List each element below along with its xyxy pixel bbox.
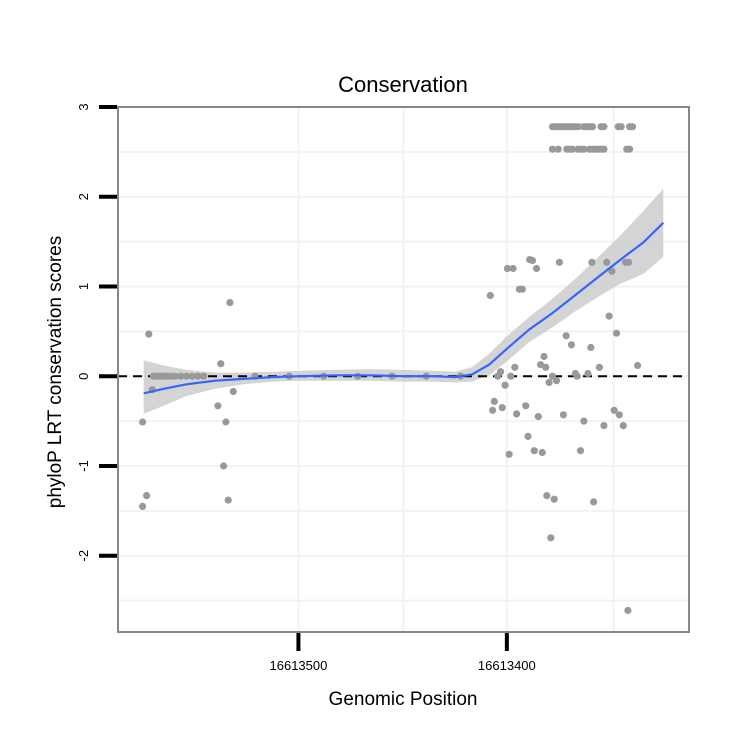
data-point (528, 256, 537, 265)
data-point (545, 378, 553, 387)
data-point (600, 422, 608, 430)
data-point (222, 418, 230, 426)
data-point (588, 123, 597, 131)
data-point (628, 123, 637, 131)
data-point (550, 495, 558, 503)
data-point (580, 145, 588, 153)
data-point (588, 258, 596, 266)
data-point (503, 264, 511, 273)
data-point (532, 264, 541, 273)
data-point (194, 372, 202, 380)
data-point (603, 258, 611, 266)
data-point (624, 258, 633, 266)
data-point (226, 299, 234, 307)
data-point (554, 145, 562, 153)
y-tick-label: -2 (76, 550, 91, 562)
data-point (498, 404, 506, 412)
data-point (562, 332, 570, 340)
data-point (615, 411, 623, 419)
data-point (600, 145, 608, 153)
data-point (584, 369, 592, 378)
y-tick-label: 2 (76, 193, 91, 200)
data-point (220, 462, 228, 470)
data-point (559, 411, 568, 419)
data-point (580, 417, 588, 425)
data-point (574, 123, 582, 131)
data-point (590, 498, 598, 506)
x-tick-label: 16613500 (270, 658, 328, 673)
data-point (217, 360, 225, 368)
data-point (182, 372, 191, 380)
panel-border (117, 106, 690, 633)
y-tick-label: 0 (76, 373, 91, 380)
x-axis-label: Genomic Position (329, 689, 478, 710)
data-point (534, 413, 542, 421)
data-point (612, 329, 621, 337)
data-point (538, 448, 546, 457)
axis-layer: 3 2 1 0 -1 -2 16613500 16613400 (76, 103, 536, 673)
data-point (224, 496, 232, 504)
data-point (548, 145, 557, 153)
data-point (490, 397, 498, 405)
data-point (518, 285, 526, 293)
data-point (605, 312, 613, 320)
data-point (145, 330, 153, 338)
data-point (608, 267, 616, 275)
y-tick-label: 1 (76, 283, 91, 290)
data-point (177, 372, 185, 380)
chart-title: Conservation (338, 72, 468, 97)
data-point (573, 372, 581, 380)
data-point (486, 291, 494, 300)
data-point (555, 258, 564, 266)
data-point (552, 377, 561, 385)
data-point (540, 352, 548, 361)
data-point (171, 372, 179, 380)
data-point (610, 406, 618, 414)
data-point (547, 534, 555, 542)
x-tick-label: 16613400 (478, 658, 536, 673)
data-point (600, 123, 608, 131)
data-point (524, 432, 532, 440)
data-point (509, 264, 517, 273)
data-point (489, 406, 497, 414)
smooth-fit-line (143, 222, 665, 395)
y-tick-label: -1 (76, 460, 91, 472)
smooth-layer (143, 222, 665, 395)
y-axis-label: phyloP LRT conservation scores (45, 236, 66, 509)
data-point (576, 447, 585, 455)
data-point (200, 372, 208, 380)
data-point (595, 363, 604, 371)
data-point (497, 368, 505, 376)
data-point (143, 492, 151, 500)
data-point (139, 418, 147, 426)
data-point (567, 341, 576, 349)
data-point (568, 145, 577, 153)
data-point (511, 363, 519, 371)
grid-layer (118, 106, 689, 632)
data-point (513, 410, 521, 418)
data-point (619, 422, 627, 430)
data-point (229, 387, 237, 396)
data-point (507, 372, 515, 380)
points-layer (139, 123, 642, 615)
data-point (188, 372, 196, 380)
data-point (624, 606, 632, 615)
data-point (587, 343, 595, 352)
data-point (626, 145, 634, 153)
data-point (542, 363, 550, 371)
data-point (501, 381, 509, 389)
data-point (543, 492, 551, 500)
data-point (214, 402, 222, 410)
confidence-ribbon (143, 188, 664, 414)
y-tick-label: 3 (76, 103, 91, 110)
data-point (617, 123, 625, 131)
data-point (522, 402, 530, 410)
data-point (530, 447, 538, 455)
data-point (139, 502, 147, 510)
data-point (634, 361, 642, 370)
ribbon-layer (143, 188, 664, 414)
data-point (505, 450, 513, 458)
